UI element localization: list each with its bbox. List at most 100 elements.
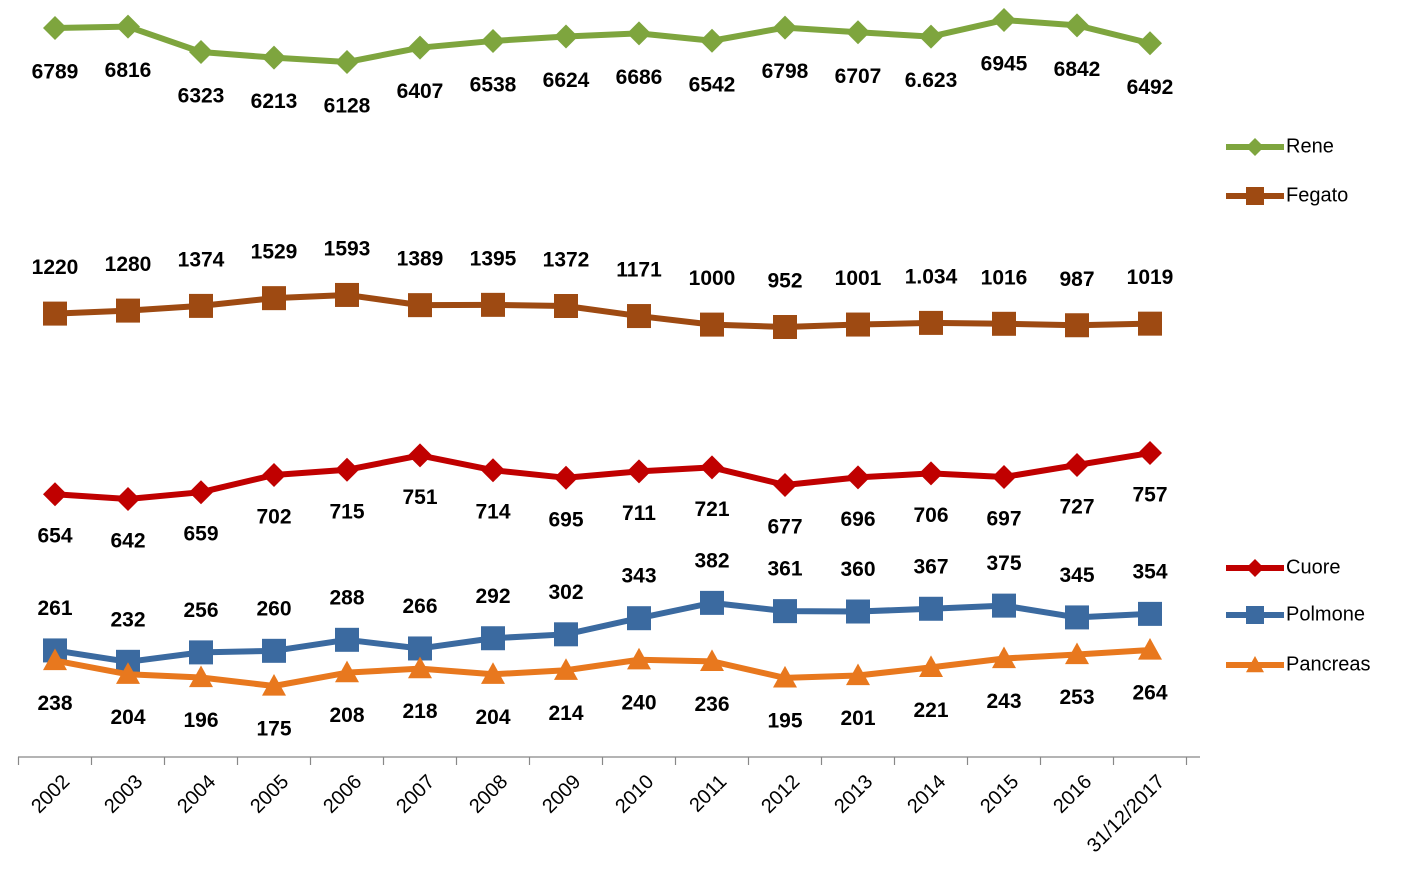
marker xyxy=(189,39,213,64)
marker xyxy=(408,293,432,318)
data-label: 6323 xyxy=(178,85,225,108)
marker xyxy=(189,293,213,318)
data-label: 1593 xyxy=(324,237,371,260)
marker xyxy=(1138,601,1162,626)
marker xyxy=(846,465,870,490)
legend-label: Polmone xyxy=(1286,603,1365,625)
data-label: 6.623 xyxy=(905,69,958,92)
marker xyxy=(481,626,505,651)
x-tick-label: 2008 xyxy=(465,771,512,818)
marker xyxy=(1246,559,1264,577)
data-label: 677 xyxy=(767,516,802,539)
marker xyxy=(919,596,943,621)
marker xyxy=(846,663,870,686)
marker xyxy=(700,312,724,337)
marker xyxy=(1138,638,1162,660)
marker xyxy=(700,455,724,480)
x-tick-label: 31/12/2017 xyxy=(1083,771,1169,857)
marker xyxy=(919,655,943,678)
marker xyxy=(992,593,1016,618)
marker xyxy=(408,443,432,468)
marker xyxy=(919,310,943,335)
marker xyxy=(43,301,67,326)
marker xyxy=(262,638,286,663)
data-label: 208 xyxy=(329,704,364,727)
data-label: 345 xyxy=(1059,564,1094,587)
series-line xyxy=(54,599,1151,665)
data-label: 201 xyxy=(840,707,875,730)
marker xyxy=(116,298,140,323)
data-label: 6816 xyxy=(105,59,152,82)
marker xyxy=(992,8,1016,33)
data-label: 714 xyxy=(475,501,510,524)
marker xyxy=(554,294,578,318)
data-label: 343 xyxy=(621,565,656,588)
series-line xyxy=(54,291,1151,330)
data-label: 6213 xyxy=(251,90,298,113)
data-label: 757 xyxy=(1132,484,1167,507)
marker xyxy=(408,656,432,679)
marker xyxy=(627,647,651,670)
legend-label: Rene xyxy=(1286,135,1334,157)
marker xyxy=(189,640,213,665)
data-label: 1019 xyxy=(1127,266,1174,289)
data-label: 382 xyxy=(694,549,729,572)
marker xyxy=(481,292,505,317)
data-label: 696 xyxy=(840,508,875,531)
data-label: 256 xyxy=(183,599,218,622)
series-line xyxy=(54,450,1151,502)
marker xyxy=(773,315,797,339)
data-label: 695 xyxy=(548,508,583,531)
data-label: 232 xyxy=(110,608,145,631)
data-label: 659 xyxy=(183,523,218,546)
data-label: 1374 xyxy=(178,248,225,271)
x-tick-label: 2005 xyxy=(246,771,293,818)
marker xyxy=(700,649,724,671)
data-label: 214 xyxy=(548,702,583,725)
data-label: 721 xyxy=(694,498,729,521)
data-label: 6128 xyxy=(324,95,371,118)
data-label: 751 xyxy=(402,486,437,509)
marker xyxy=(481,28,505,53)
marker xyxy=(1246,138,1264,156)
x-tick-label: 2014 xyxy=(903,771,950,818)
data-label: 711 xyxy=(622,502,656,525)
marker xyxy=(627,304,651,329)
data-label: 261 xyxy=(37,597,72,620)
data-label: 195 xyxy=(767,709,802,732)
data-label: 375 xyxy=(986,552,1021,575)
data-label: 253 xyxy=(1059,686,1094,709)
data-label: 727 xyxy=(1059,496,1094,519)
data-label: 302 xyxy=(548,581,583,604)
marker xyxy=(335,50,359,75)
marker xyxy=(1065,453,1089,477)
marker xyxy=(627,459,651,484)
data-label: 952 xyxy=(767,270,802,293)
marker xyxy=(554,24,578,49)
data-label: 697 xyxy=(986,508,1021,531)
marker xyxy=(554,658,578,680)
data-label: 6624 xyxy=(543,69,590,92)
marker xyxy=(554,622,578,647)
marker xyxy=(1065,642,1089,665)
data-label: 1389 xyxy=(397,248,444,271)
data-label: 1220 xyxy=(32,256,79,279)
data-label: 236 xyxy=(694,693,729,716)
data-label: 1395 xyxy=(470,247,517,270)
marker xyxy=(262,674,286,696)
marker xyxy=(408,636,432,661)
data-label: 6686 xyxy=(616,66,663,89)
x-tick-label: 2003 xyxy=(100,771,147,818)
marker xyxy=(335,457,359,482)
x-tick-label: 2011 xyxy=(685,771,731,817)
x-tick-label: 2006 xyxy=(319,771,366,818)
data-label: 260 xyxy=(256,597,291,620)
x-tick-label: 2013 xyxy=(830,771,877,818)
marker xyxy=(846,312,870,337)
data-label: 642 xyxy=(110,530,145,553)
marker xyxy=(700,28,724,53)
marker xyxy=(116,487,140,511)
marker xyxy=(992,465,1016,489)
data-label: 354 xyxy=(1132,560,1167,583)
data-label: 264 xyxy=(1132,682,1167,705)
